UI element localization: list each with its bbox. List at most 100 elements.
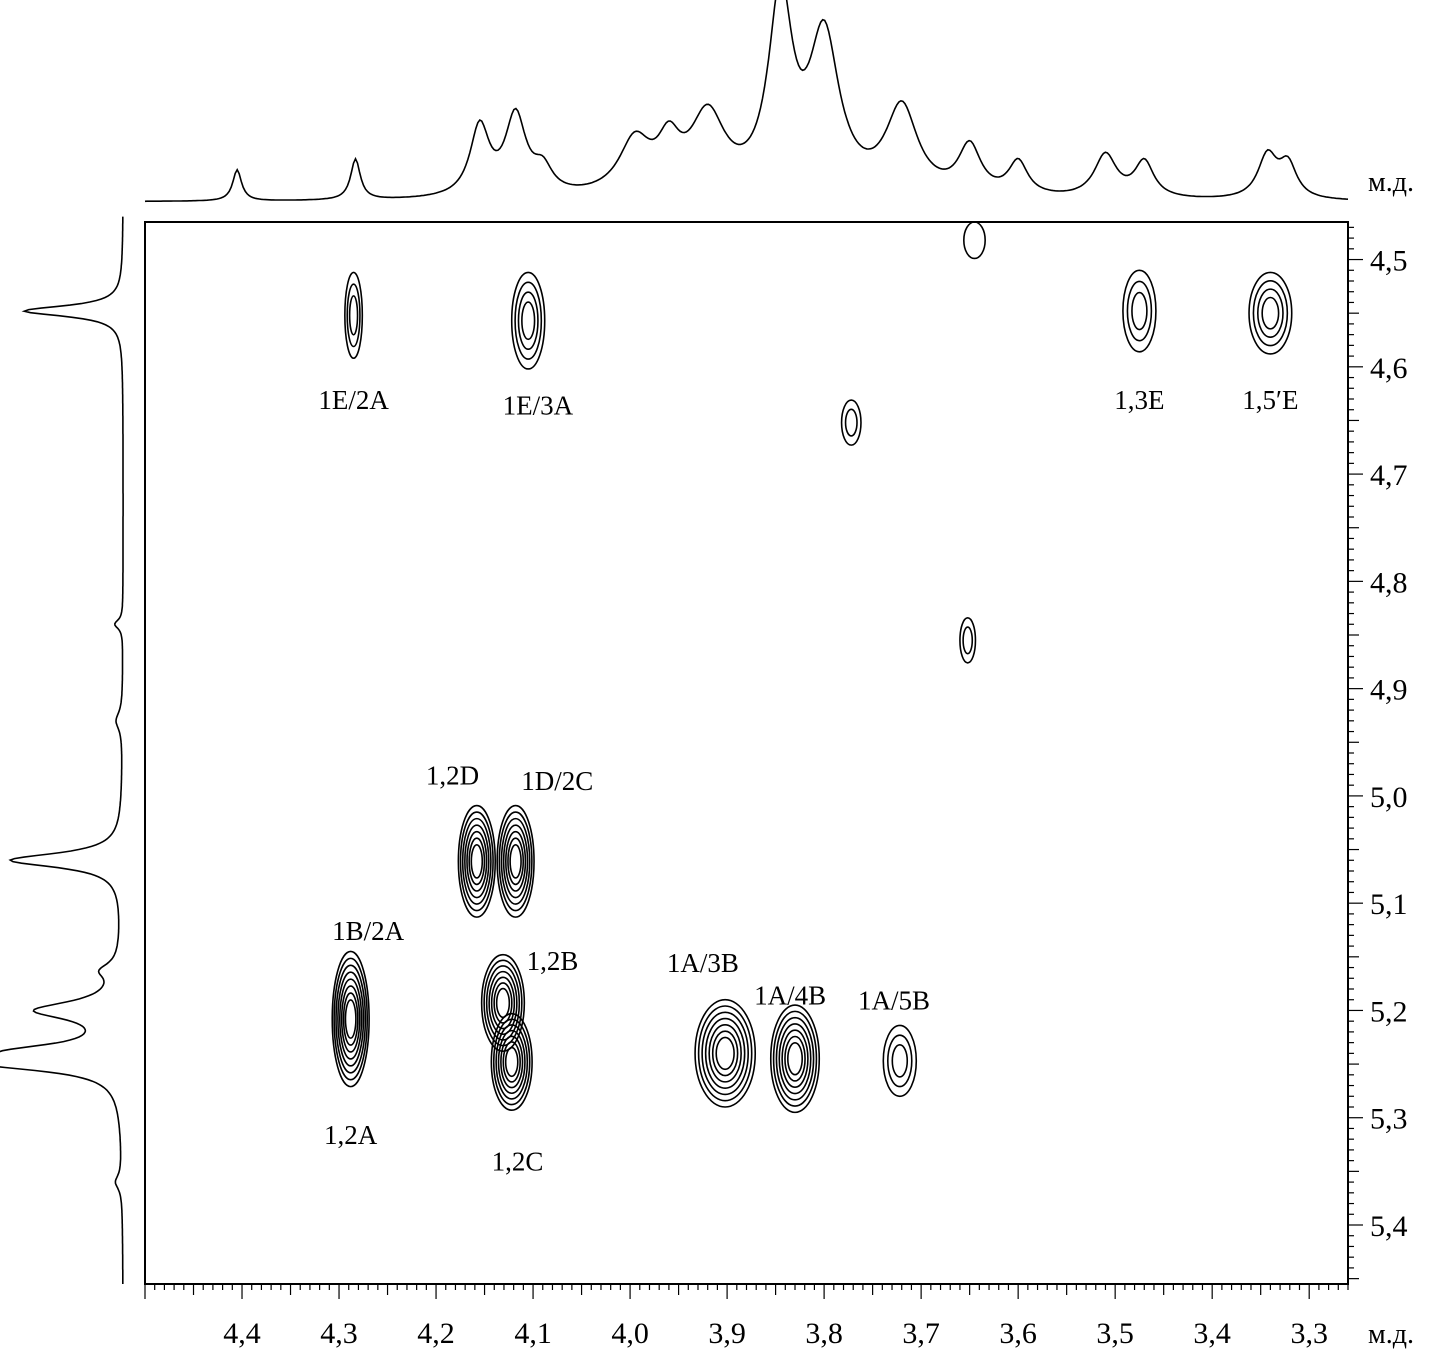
y-tick-label: 4,8 bbox=[1370, 566, 1408, 599]
y-tick-label: 4,7 bbox=[1370, 459, 1408, 492]
contour-level bbox=[459, 811, 494, 912]
x-tick-label: 4,0 bbox=[611, 1317, 649, 1350]
y-tick-label: 5,4 bbox=[1370, 1210, 1408, 1243]
peak-labels: 1E/2A 1E/3A 1,3E 1,5′E 1,2D 1D/2C 1B/2A 1,2A 1,2… bbox=[318, 385, 1298, 1177]
bottom-axis-unit-label: м.д. bbox=[1368, 1319, 1414, 1350]
contour-level bbox=[498, 811, 533, 912]
contour-level bbox=[840, 399, 862, 446]
peak-label: 1A/3B bbox=[667, 948, 739, 978]
contour-level bbox=[778, 1023, 812, 1095]
contour-level bbox=[704, 1017, 746, 1089]
contour-level bbox=[490, 1012, 533, 1112]
contour-level bbox=[1248, 271, 1293, 355]
contour-level bbox=[335, 964, 367, 1074]
x-axis: 4,4 4,3 4,2 4,1 4,0 3,9 3,8 3,7 3,6 3,5 3,4 3,3 bbox=[144, 1284, 1349, 1350]
contour-level bbox=[480, 953, 526, 1053]
contour-level bbox=[490, 976, 516, 1030]
contour-level bbox=[502, 824, 529, 899]
contour-level bbox=[694, 998, 757, 1108]
contour-level bbox=[1256, 288, 1284, 339]
contour-level bbox=[772, 1010, 818, 1107]
contour-level bbox=[470, 843, 484, 879]
x-tick-label: 3,4 bbox=[1193, 1317, 1231, 1350]
contour-level bbox=[344, 999, 357, 1039]
peak-label: 1A/5B bbox=[858, 986, 930, 1016]
x-tick-label: 3,8 bbox=[805, 1317, 843, 1350]
contour-level bbox=[333, 957, 369, 1081]
contour-level bbox=[457, 804, 497, 918]
peak-label: 1,2A bbox=[324, 1120, 378, 1150]
y-tick-label: 5,3 bbox=[1370, 1103, 1408, 1136]
contour-level bbox=[959, 617, 977, 664]
contour-level bbox=[1122, 269, 1157, 353]
x-tick-label: 4,1 bbox=[514, 1317, 552, 1350]
contour-level bbox=[500, 1035, 524, 1089]
y-tick-label: 5,1 bbox=[1370, 888, 1408, 921]
contour-level bbox=[495, 987, 511, 1019]
contour-level bbox=[493, 982, 513, 1024]
y-tick-label: 4,5 bbox=[1370, 245, 1408, 278]
x-tick-label: 4,2 bbox=[417, 1317, 455, 1350]
x-tick-label: 3,3 bbox=[1290, 1317, 1328, 1350]
contour-level bbox=[891, 1044, 909, 1078]
contour-level bbox=[500, 817, 531, 905]
contour-level bbox=[962, 626, 974, 655]
contour-level bbox=[346, 283, 361, 348]
contour-level bbox=[496, 804, 535, 918]
contour-level bbox=[701, 1011, 749, 1096]
contour-level bbox=[461, 817, 492, 905]
contour-level bbox=[331, 950, 370, 1088]
top-projection-trace bbox=[144, 0, 1349, 203]
contour-level bbox=[711, 1030, 739, 1077]
contour-level bbox=[510, 271, 546, 370]
x-tick-label: 4,4 bbox=[223, 1317, 261, 1350]
contour-level bbox=[1261, 296, 1280, 330]
peak-label: 1E/2A bbox=[318, 385, 389, 415]
contour-level bbox=[775, 1016, 815, 1101]
contour-level bbox=[784, 1035, 806, 1082]
top-projection-spectrum bbox=[144, 0, 1349, 203]
peak-label: 1,2D bbox=[426, 760, 479, 790]
contour-level bbox=[337, 971, 365, 1067]
x-tick-label: 4,3 bbox=[320, 1317, 358, 1350]
contour-level bbox=[492, 1018, 531, 1106]
contour-level bbox=[488, 970, 518, 1036]
contour-level bbox=[517, 291, 539, 350]
contour-level bbox=[769, 1004, 821, 1114]
contour-level bbox=[715, 1036, 735, 1071]
contour-level bbox=[505, 830, 527, 892]
y-axis: 4,5 4,6 4,7 4,8 4,9 5,0 5,1 5,2 5,3 5,4 bbox=[1348, 226, 1408, 1280]
contour-level bbox=[521, 301, 536, 341]
contour-level bbox=[963, 221, 986, 260]
contour-level bbox=[708, 1024, 742, 1083]
x-tick-label: 3,9 bbox=[708, 1317, 746, 1350]
contour-level bbox=[882, 1024, 918, 1098]
x-tick-label: 3,6 bbox=[999, 1317, 1037, 1350]
y-tick-label: 5,2 bbox=[1370, 995, 1408, 1028]
contour-level bbox=[340, 985, 361, 1053]
peak-label: 1,5′E bbox=[1242, 385, 1298, 415]
top-axis-unit-label: м.д. bbox=[1368, 167, 1414, 198]
contour-level bbox=[1126, 280, 1153, 342]
contour-level bbox=[468, 837, 486, 886]
contour-level bbox=[697, 1005, 753, 1102]
peak-label: 1A/4B bbox=[754, 980, 826, 1010]
y-tick-label: 4,6 bbox=[1370, 352, 1408, 385]
peak-label: 1B/2A bbox=[332, 916, 405, 946]
peak-label: 1,2B bbox=[527, 946, 579, 976]
peak-label: 1,3E bbox=[1114, 385, 1164, 415]
contour-level bbox=[844, 408, 858, 437]
x-tick-label: 3,7 bbox=[902, 1317, 940, 1350]
contour-level bbox=[348, 295, 359, 336]
contour-level bbox=[781, 1029, 809, 1089]
contour-level bbox=[502, 1041, 521, 1083]
contour-level bbox=[509, 843, 522, 879]
contour-level bbox=[887, 1034, 913, 1088]
contour-level bbox=[507, 837, 525, 886]
contour-level bbox=[466, 830, 488, 892]
left-projection-trace bbox=[0, 216, 124, 1284]
contour-level bbox=[504, 1046, 519, 1078]
contour-level bbox=[1252, 279, 1289, 347]
y-tick-label: 4,9 bbox=[1370, 674, 1408, 707]
